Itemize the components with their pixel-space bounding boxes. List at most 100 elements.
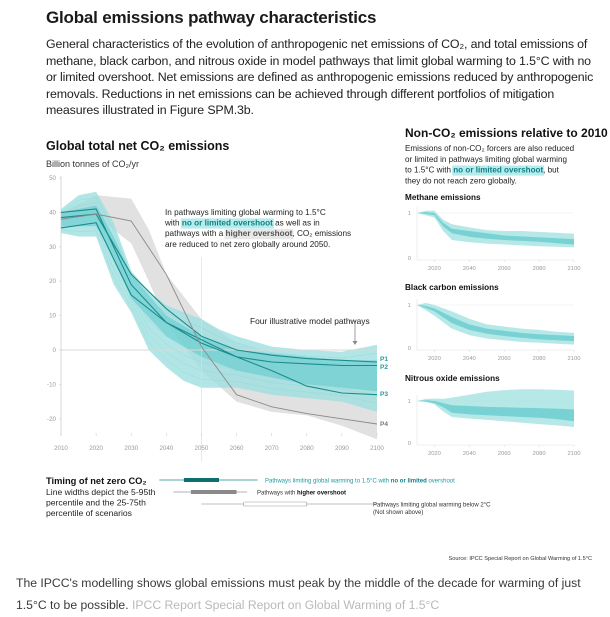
timing-range-25-75 [190,490,237,494]
nitrous_oxide-x-tick-label: 2040 [463,451,476,457]
methane-chart: Methane emissions 1 0 2020 2040 2060 2080 2100 [405,193,580,272]
co2-annotation: In pathways limiting global warming to 1… [164,208,351,249]
black_carbon-x-tick-label: 2040 [463,356,476,362]
nitrous_oxide-chart: Nitrous oxide emissions 1 0 2020 2040 2060 208… [405,374,580,457]
annotation-text: are reduced to net zero globally around … [165,240,330,249]
annotation-text: In pathways limiting global warming to 1… [165,208,326,217]
annotation-line: to 1.5°C with no or limited overshoot, b… [405,166,560,175]
co2-x-tick-label: 2010 [54,445,68,452]
caption-text: The IPCC's modelling shows global emissi… [16,576,581,612]
pathways-arrowhead-icon [352,341,358,345]
highlight-text: no or limited overshoot [182,219,273,228]
caption-credit[interactable]: IPCC Report Special Report on Global War… [132,598,440,612]
methane-y-tick-label: 1 [408,211,411,217]
figure-intro: General characteristics of the evolution… [46,37,594,117]
co2-band-teal_inner [61,205,377,392]
methane-y-tick-label: 0 [408,256,411,262]
methane-x-tick-label: 2020 [428,266,441,272]
annotation-text: pathways with a [165,229,226,238]
nitrous_oxide-x-tick-label: 2080 [533,451,546,457]
co2-y-tick-label: 30 [49,244,56,251]
timing-subtitle-line: Line widths depict the 5-95th [46,487,156,497]
timing-title: Timing of net zero CO₂ [46,476,147,486]
co2-pathway-label-p1: P1 [380,356,388,363]
co2-x-tick-label: 2100 [370,445,384,452]
timing-label-part: Pathways limiting global warming to 1.5°… [265,479,391,485]
co2-scenario-line [60,213,378,379]
nitrous_oxide-x-tick-label: 2020 [428,451,441,457]
co2-scenario-line [60,229,378,404]
co2-bands-group [60,191,378,440]
nitrous_oxide-y-tick-label: 1 [408,399,411,405]
co2-x-tick-label: 2050 [195,445,209,452]
annotation-text: to 1.5°C with [405,166,453,175]
nitrous_oxide-x-tick-label: 2060 [498,451,511,457]
timing-label-part: no or limited [391,479,427,485]
methane-x-tick-label: 2100 [568,266,581,272]
figure-caption: The IPCC's modelling shows global emissi… [16,572,606,616]
methane-title: Methane emissions [405,193,481,202]
annotation-text: Emissions of non-CO₂ forcers are also re… [405,144,574,153]
co2-y-axis-label: Billion tonnes of CO₂/yr [46,159,139,169]
annotation-text: as well as in [273,219,320,228]
co2-x-tick-label: 2040 [159,445,173,452]
timing-row-note: (Not shown above) [373,510,423,516]
timing-label-part: Pathways with [257,491,297,497]
black_carbon-x-tick-label: 2100 [568,356,581,362]
timing-row-label: Pathways with higher overshoot [257,491,346,497]
co2-pathway-line-p4 [60,213,378,425]
timing-range-25-75 [183,478,219,482]
figure-canvas: Global total net CO₂ emissions Billion t… [46,126,608,562]
black_carbon-x-tick-label: 2020 [428,356,441,362]
co2-y-tick-label: 0 [53,347,57,354]
annotation-text: , but [543,166,560,175]
highlight-text: no or limited overshoot [453,166,543,175]
co2-scenario-line [60,225,378,396]
methane-x-tick-label: 2080 [533,266,546,272]
timing-label-part: overshoot [427,479,455,485]
methane-inner-band [417,212,574,245]
annotation-line: or limited in pathways limiting global w… [405,155,567,164]
timing-subtitle-line: percentile and the 25-75th [46,498,146,508]
co2-pathway-label-p4: P4 [380,421,388,428]
co2-x-tick-label: 2080 [300,445,314,452]
timing-row-label: Pathways limiting global warming below 2… [373,503,491,509]
annotation-line: with no or limited overshoot as well as … [164,219,320,228]
methane-x-tick-label: 2060 [498,266,511,272]
co2-y-tick-label: 10 [49,313,56,320]
black_carbon-chart: Black carbon emissions 1 0 2020 2040 2060 2080… [405,283,580,362]
annotation-text: they do not reach zero globally. [405,176,517,185]
co2-pathway-line-p1 [60,213,378,363]
timing-subtitle: Line widths depict the 5-95thpercentile … [46,487,156,518]
black_carbon-x-tick-label: 2080 [533,356,546,362]
timing-label-part: higher overshoot [297,491,346,497]
highlight-background [224,229,294,240]
annotation-text: with [164,219,182,228]
annotation-line: Emissions of non-CO₂ forcers are also re… [405,144,574,153]
nitrous_oxide-inner-band [417,400,574,422]
source-note: Source: IPCC Special Report on Global Wa… [449,556,593,562]
black_carbon-inner-band [417,305,574,342]
nitrous_oxide-x-tick-label: 2100 [568,451,581,457]
highlight-background [452,165,545,176]
timing-subtitle-line: percentile of scenarios [46,508,132,518]
co2-x-tick-label: 2070 [265,445,279,452]
co2-y-tick-label: 40 [49,209,56,216]
highlight-text: higher overshoot [226,229,293,238]
co2-scenario-line [60,202,378,365]
annotation-line: are reduced to net zero globally around … [165,240,330,249]
annotation-line: pathways with a higher overshoot, CO₂ em… [165,229,351,238]
non-co2-description: Emissions of non-CO₂ forcers are also re… [405,144,574,185]
nitrous_oxide-y-tick-label: 0 [408,441,411,447]
annotation-line: In pathways limiting global warming to 1… [165,208,326,217]
black_carbon-title: Black carbon emissions [405,283,499,292]
co2-x-tick-label: 2060 [230,445,244,452]
pathways-label: Four illustrative model pathways [250,316,370,326]
co2-x-tick-label: 2030 [124,445,138,452]
methane-x-tick-label: 2040 [463,266,476,272]
co2-x-tick-label: 2090 [335,445,349,452]
co2-y-tick-label: 50 [49,175,56,182]
co2-pathway-label-p2: P2 [380,364,388,371]
